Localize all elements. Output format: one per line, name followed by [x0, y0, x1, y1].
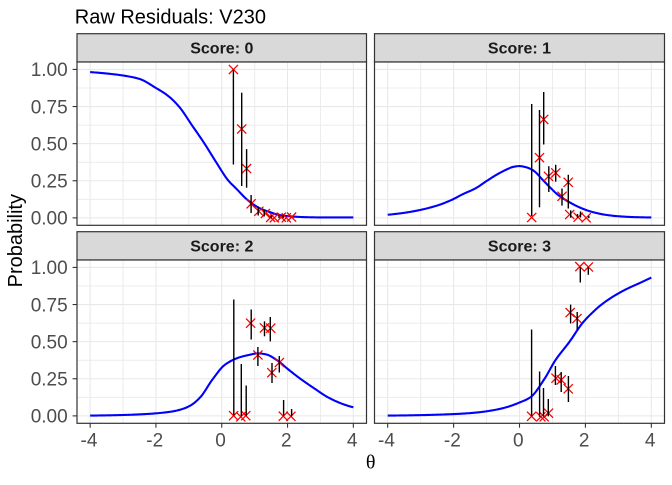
svg-text:-2: -2 — [146, 430, 163, 451]
svg-text:0.00: 0.00 — [31, 209, 68, 230]
svg-text:0.25: 0.25 — [31, 172, 68, 193]
svg-text:0.00: 0.00 — [31, 407, 68, 428]
svg-text:1.00: 1.00 — [31, 258, 68, 279]
svg-text:0.75: 0.75 — [31, 97, 68, 118]
svg-text:1.00: 1.00 — [31, 60, 68, 81]
svg-text:0.75: 0.75 — [31, 295, 68, 316]
svg-text:0: 0 — [215, 430, 226, 451]
svg-text:-2: -2 — [444, 430, 461, 451]
svg-text:Score: 0: Score: 0 — [190, 41, 253, 58]
svg-text:0: 0 — [513, 430, 524, 451]
svg-text:Score: 2: Score: 2 — [190, 239, 253, 256]
svg-text:Raw Residuals: V230: Raw Residuals: V230 — [75, 7, 266, 29]
svg-text:4: 4 — [347, 430, 358, 451]
svg-text:0.50: 0.50 — [31, 134, 68, 155]
svg-text:-4: -4 — [81, 430, 98, 451]
svg-text:Score: 3: Score: 3 — [488, 239, 551, 256]
svg-text:2: 2 — [579, 430, 590, 451]
svg-text:0.25: 0.25 — [31, 370, 68, 391]
svg-text:4: 4 — [645, 430, 656, 451]
svg-text:-4: -4 — [378, 430, 395, 451]
svg-text:θ: θ — [366, 452, 376, 474]
svg-text:2: 2 — [281, 430, 292, 451]
svg-text:Score: 1: Score: 1 — [488, 41, 551, 58]
svg-text:0.50: 0.50 — [31, 332, 68, 353]
svg-text:Probability: Probability — [5, 194, 27, 287]
